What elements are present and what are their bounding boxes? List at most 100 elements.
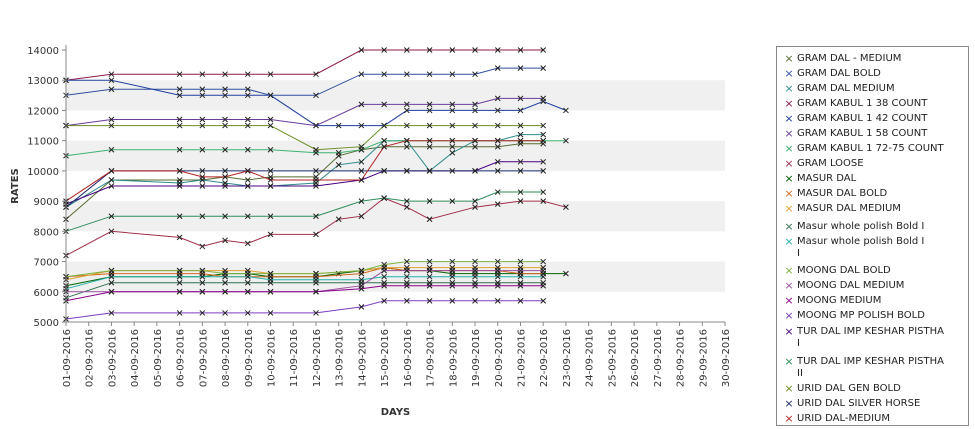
data-point	[335, 149, 342, 156]
data-point	[517, 198, 524, 204]
data-point	[472, 204, 478, 211]
x-axis-ticks: 01-09-2016 02-09-2016 03-09-2016 04-09-2016…	[62, 322, 732, 387]
legend-marker-icon: ×	[784, 412, 794, 425]
data-point	[449, 297, 456, 304]
data-point	[517, 297, 524, 304]
data-point	[358, 122, 365, 129]
data-point	[517, 273, 524, 280]
data-point	[313, 213, 319, 220]
data-point	[426, 297, 433, 304]
legend-item: × GRAM DAL - MEDIUM	[781, 53, 901, 65]
data-point	[199, 279, 206, 286]
y-tick-label: 6000	[34, 288, 59, 299]
legend-marker-icon: ×	[784, 67, 794, 80]
data-point	[494, 65, 501, 71]
data-point	[176, 86, 183, 93]
legend-marker-icon: ×	[784, 202, 794, 215]
data-point	[199, 183, 206, 189]
legend-label: Masur whole polish Bold I I	[797, 236, 925, 259]
data-point	[313, 122, 319, 129]
legend-marker-icon: ×	[784, 309, 794, 322]
data-point	[313, 92, 319, 99]
data-point	[199, 288, 206, 295]
data-point	[540, 273, 547, 280]
legend-marker-icon: ×	[784, 157, 794, 170]
legend-item: × GRAM KABUL 1 72-75 COUNT	[781, 143, 944, 155]
data-point	[517, 95, 524, 102]
data-point	[108, 177, 115, 183]
data-point	[540, 137, 547, 144]
legend-marker-icon: ×	[784, 112, 794, 125]
legend-label: GRAM DAL MEDIUM	[797, 83, 895, 94]
legend-label: GRAM LOOSE	[797, 158, 864, 169]
data-point	[540, 267, 547, 274]
legend-item: × MOONG DAL MEDIUM	[781, 280, 904, 292]
legend-item: × MASUR DAL MEDIUM	[781, 203, 901, 215]
data-point	[244, 116, 251, 123]
data-point	[494, 258, 501, 265]
grid-bands	[66, 80, 725, 292]
data-point	[108, 122, 115, 129]
data-point	[449, 122, 456, 129]
data-point	[494, 95, 501, 102]
data-point	[426, 143, 433, 150]
x-tick-label: 08-09-2016	[221, 329, 232, 387]
data-point	[358, 276, 365, 283]
legend-label: MOONG DAL BOLD	[797, 265, 891, 276]
y-tick-label: 12000	[27, 106, 59, 117]
x-tick-label: 04-09-2016	[130, 329, 141, 387]
legend-marker-icon: ×	[784, 397, 794, 410]
data-point	[358, 177, 365, 183]
legend-item: × URID DAL-MEDIUM	[781, 413, 890, 425]
x-tick-label: 06-09-2016	[176, 329, 187, 387]
legend-label: URID DAL GEN BOLD	[797, 383, 901, 394]
data-point	[222, 86, 228, 93]
data-point	[404, 107, 410, 114]
data-point	[540, 168, 547, 174]
data-point	[517, 267, 524, 274]
x-tick-label: 19-09-2016	[471, 329, 482, 387]
legend-item: × GRAM KABUL 1 42 COUNT	[781, 113, 927, 125]
data-point	[244, 168, 251, 174]
series-line	[65, 197, 567, 256]
y-tick-label: 14000	[27, 46, 59, 57]
x-tick-label: 15-09-2016	[380, 329, 391, 387]
data-point	[267, 71, 274, 78]
data-point	[176, 92, 183, 99]
data-point	[176, 71, 183, 78]
legend-label: MOONG MEDIUM	[797, 295, 882, 306]
data-point	[313, 71, 319, 78]
data-point	[335, 122, 342, 129]
legend-marker-icon: ×	[784, 97, 794, 110]
data-point	[472, 137, 478, 144]
legend-marker-icon: ×	[784, 235, 794, 248]
data-point	[472, 71, 478, 78]
data-point	[517, 282, 524, 289]
legend-marker-icon: ×	[784, 294, 794, 307]
legend-label: MOONG DAL MEDIUM	[797, 280, 905, 291]
y-tick-label: 5000	[34, 318, 59, 329]
data-point	[540, 95, 547, 102]
data-point	[358, 213, 365, 220]
data-point	[517, 107, 524, 114]
y-tick-label: 9000	[34, 197, 59, 208]
y-tick-label: 13000	[27, 76, 59, 87]
y-tick-label: 10000	[27, 167, 59, 178]
x-tick-label: 21-09-2016	[516, 329, 527, 387]
data-point	[449, 273, 456, 280]
data-point	[176, 310, 183, 316]
data-point	[199, 146, 206, 153]
legend-label: MASUR DAL	[797, 173, 857, 184]
data-point	[244, 288, 251, 295]
legend-item: × URID DAL SILVER HORSE	[781, 398, 920, 410]
data-point	[108, 310, 115, 316]
data-point	[222, 92, 228, 99]
x-tick-label: 28-09-2016	[676, 329, 687, 387]
x-tick-label: 20-09-2016	[494, 329, 505, 387]
data-point	[517, 258, 524, 265]
legend-label: GRAM KABUL 1 72-75 COUNT	[797, 143, 944, 154]
data-point	[563, 137, 569, 144]
data-point	[540, 131, 547, 138]
x-tick-label: 26-09-2016	[630, 329, 641, 387]
data-point	[244, 310, 251, 316]
